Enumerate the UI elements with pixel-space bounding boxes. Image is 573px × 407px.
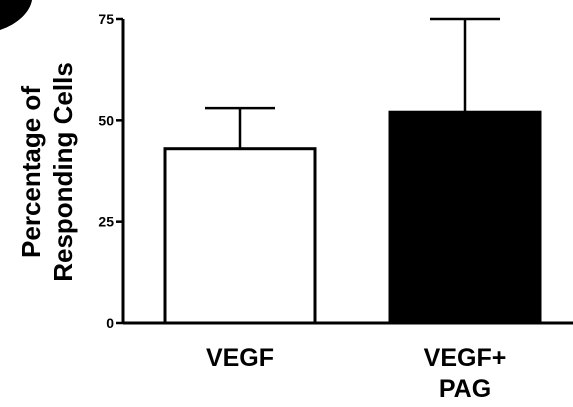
x-category-label: VEGF+ [424, 344, 507, 372]
bar [163, 147, 317, 325]
bar [388, 110, 542, 325]
y-tick-label: 25 [98, 214, 114, 230]
x-category-label: PAG [439, 375, 491, 403]
y-tick-label: 50 [98, 112, 114, 128]
y-axis-title-line: Percentage of [16, 86, 46, 258]
y-axis-title: Percentage of Responding Cells [16, 62, 78, 282]
y-tick-label: 0 [106, 315, 114, 331]
x-category-label: VEGF [206, 344, 274, 372]
bars [163, 110, 542, 325]
y-ticks: 0 25 50 75 [98, 11, 123, 331]
panel-badge [0, 0, 32, 30]
y-axis-title-line: Responding Cells [48, 62, 78, 282]
error-bars [205, 17, 500, 149]
x-category-labels: VEGF VEGF+ PAG [206, 344, 506, 403]
y-tick-label: 75 [98, 11, 114, 27]
